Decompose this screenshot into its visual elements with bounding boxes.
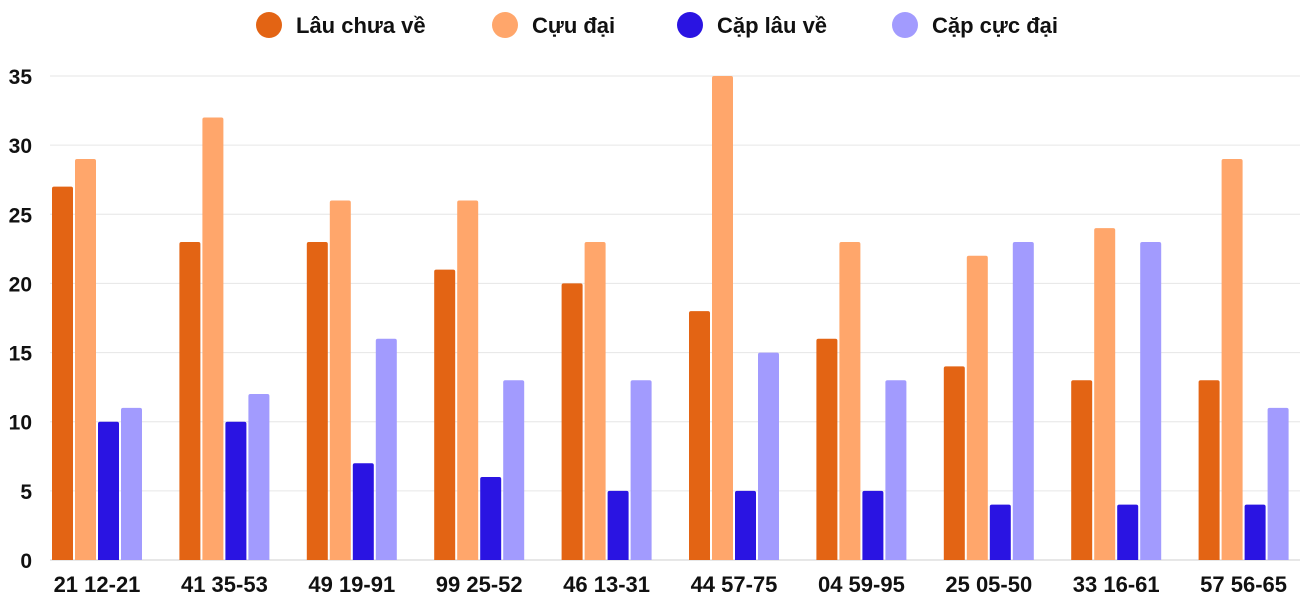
x-tick-label: 33 16-61 — [1073, 572, 1160, 597]
bar — [75, 158, 96, 560]
bar — [630, 380, 652, 560]
bar-group — [434, 200, 525, 560]
bar — [52, 186, 73, 560]
legend-label: Cặp cực đại — [932, 13, 1058, 38]
legend-swatch-icon — [256, 12, 282, 38]
legend-item: Cựu đại — [492, 12, 615, 38]
y-tick-label: 10 — [9, 412, 32, 435]
bar — [225, 421, 247, 560]
bar-group — [1198, 158, 1289, 560]
bar — [839, 241, 861, 560]
legend-label: Cặp lâu về — [717, 13, 827, 38]
x-tick-label: 25 05-50 — [945, 572, 1032, 597]
y-tick-label: 0 — [20, 550, 32, 573]
bar-group — [943, 241, 1034, 560]
bar — [503, 380, 525, 560]
x-tick-label: 46 13-31 — [563, 572, 650, 597]
bar-group — [561, 241, 652, 560]
bar — [329, 200, 351, 560]
legend-item: Cặp lâu về — [677, 12, 827, 38]
bar — [1094, 228, 1116, 560]
bar-group — [52, 158, 142, 560]
x-tick-label: 44 57-75 — [691, 572, 778, 597]
x-tick-label: 49 19-91 — [308, 572, 395, 597]
bar — [735, 490, 756, 560]
bar — [584, 241, 606, 560]
y-axis: 0 5 10 15 20 25 30 35 — [9, 66, 33, 573]
bar-group — [1071, 228, 1162, 560]
bar-group — [306, 200, 397, 560]
legend-item: Lâu chưa về — [256, 12, 426, 38]
bar — [758, 352, 779, 560]
bar — [712, 76, 733, 560]
bar — [1012, 241, 1034, 560]
y-tick-label: 15 — [9, 343, 33, 366]
bar — [306, 241, 328, 560]
legend-item: Cặp cực đại — [892, 12, 1058, 38]
y-tick-label: 35 — [9, 66, 33, 89]
bar — [607, 490, 629, 560]
legend-label: Cựu đại — [532, 13, 615, 38]
bar — [1244, 504, 1266, 560]
bar — [248, 394, 270, 560]
legend-swatch-icon — [677, 12, 703, 38]
bar — [1117, 504, 1139, 560]
bar — [352, 463, 374, 560]
legend: Lâu chưa về Cựu đại Cặp lâu về Cặp cực đại — [256, 12, 1058, 38]
bar — [885, 380, 907, 560]
bar — [1198, 380, 1220, 560]
bars — [52, 76, 1289, 560]
x-tick-label: 04 59-95 — [818, 572, 905, 597]
legend-swatch-icon — [892, 12, 918, 38]
y-tick-label: 5 — [20, 481, 32, 504]
bar — [689, 311, 710, 560]
bar — [561, 283, 583, 560]
legend-label: Lâu chưa về — [296, 13, 426, 38]
x-tick-label: 57 56-65 — [1200, 572, 1287, 597]
bar — [98, 421, 119, 560]
x-tick-label: 99 25-52 — [436, 572, 523, 597]
bar — [121, 407, 142, 560]
bar — [1221, 158, 1243, 560]
x-tick-label: 21 12-21 — [54, 572, 141, 597]
bar-group — [816, 241, 907, 560]
bar — [179, 241, 201, 560]
bar — [1071, 380, 1093, 560]
bar — [480, 477, 502, 560]
bar — [202, 117, 224, 560]
bar — [1140, 241, 1162, 560]
bar — [816, 338, 838, 560]
bar — [862, 490, 884, 560]
y-tick-label: 25 — [9, 204, 33, 227]
x-axis: 21 12-21 41 35-53 49 19-91 99 25-52 46 13-31… — [54, 572, 1287, 597]
bar — [966, 255, 988, 560]
legend-swatch-icon — [492, 12, 518, 38]
bar — [989, 504, 1011, 560]
x-tick-label: 41 35-53 — [181, 572, 268, 597]
y-tick-label: 20 — [9, 273, 32, 296]
bar-group — [179, 117, 270, 560]
bar — [375, 338, 397, 560]
bar — [943, 366, 965, 560]
bar — [457, 200, 479, 560]
bar — [1267, 407, 1289, 560]
y-tick-label: 30 — [9, 135, 32, 158]
bar — [434, 269, 456, 560]
bar-group — [689, 76, 779, 560]
